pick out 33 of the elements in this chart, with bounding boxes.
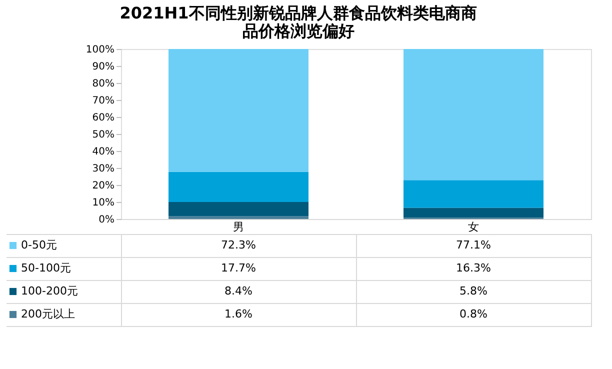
legend-label: 0-50元 [21, 238, 57, 252]
x-tick-label: 男 [233, 220, 244, 234]
y-tick-label: 40% [92, 146, 114, 158]
data-label: 17.7% [221, 262, 256, 274]
data-label: 8.4% [224, 284, 252, 298]
data-label: 77.1% [456, 238, 491, 252]
legend-label: 200元以上 [21, 308, 75, 320]
y-tick-label: 50% [92, 130, 114, 140]
bar [168, 216, 308, 219]
legend-label: 100-200元 [21, 284, 78, 298]
y-tick-label: 60% [92, 112, 114, 124]
bar [404, 180, 544, 208]
chart-title: 2021H1不同性别新锐品牌人群食品饮料类电商商品价格浏览偏好 [120, 4, 477, 40]
y-tick-label: 90% [92, 62, 114, 72]
bar [168, 202, 308, 216]
y-tick-label: 80% [92, 78, 114, 90]
y-tick-label: 10% [92, 198, 114, 208]
x-tick-label: 女 [468, 220, 479, 234]
y-tick-label: 100% [86, 44, 114, 56]
y-tick-label: 30% [92, 164, 114, 174]
bar [404, 208, 544, 218]
y-tick-label: 20% [92, 180, 114, 192]
data-label: 0.8% [460, 308, 488, 320]
data-label: 72.3% [221, 238, 256, 252]
legend-label: 50-100元 [21, 262, 71, 274]
y-tick-label: 70% [92, 96, 114, 106]
y-tick-label: 0% [98, 214, 114, 226]
bar [404, 49, 544, 180]
data-label: 5.8% [460, 284, 488, 298]
data-label: 1.6% [224, 308, 252, 320]
data-label: 16.3% [456, 262, 491, 274]
bar [168, 172, 308, 202]
bar [168, 49, 308, 172]
